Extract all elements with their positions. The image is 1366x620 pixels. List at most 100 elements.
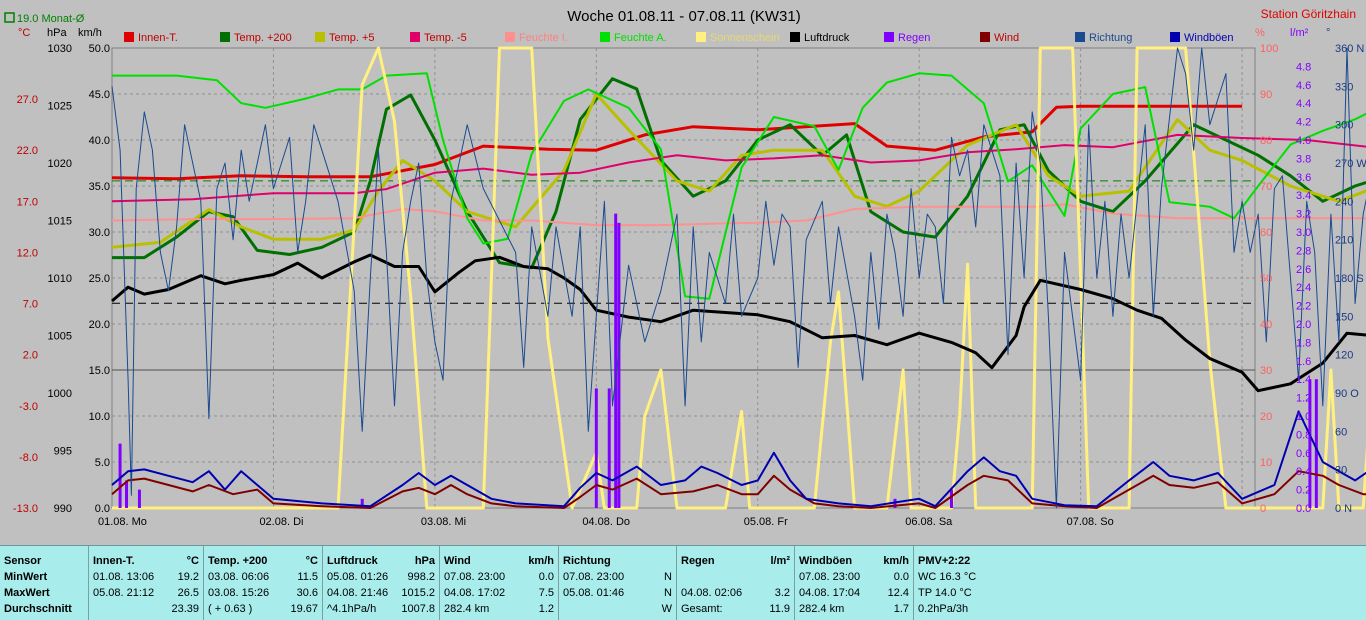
stats-pmv-title: PMV+2:22: [918, 555, 971, 567]
tick-percent: 90: [1260, 89, 1272, 101]
stats-temp-min-date: 03.08. 06:06: [208, 571, 270, 583]
tick-degree: 60: [1335, 426, 1347, 438]
tick-kmh: 45.0: [89, 89, 110, 101]
tick-kmh: 40.0: [89, 135, 110, 147]
tick-rain: 0.0: [1296, 503, 1311, 515]
legend-label: Windböen: [1184, 32, 1234, 44]
series-line-innen-t-: [111, 104, 1243, 181]
stats-wind-max-date: 04.08. 17:02: [444, 587, 506, 599]
stats-regen-max-date: 04.08. 02:06: [681, 587, 743, 599]
tick-celsius: -3.0: [19, 401, 38, 413]
tick-rain: 2.6: [1296, 264, 1311, 276]
rain-bar: [594, 388, 598, 508]
tick-rain: 3.0: [1296, 227, 1311, 239]
tick-kmh: 15.0: [89, 365, 110, 377]
series-line-luftdruck: [111, 253, 1366, 393]
tick-rain: 1.6: [1296, 356, 1311, 368]
unit-label-rain: l/m²: [1290, 27, 1309, 39]
tick-rain: 0.6: [1296, 448, 1311, 460]
rain-bar: [118, 443, 122, 508]
tick-rain: 2.4: [1296, 282, 1311, 294]
legend-swatch: [1170, 32, 1180, 42]
tick-rain: 2.8: [1296, 245, 1311, 257]
tick-percent: 50: [1260, 273, 1272, 285]
tick-x-day: 06.08. Sa: [905, 516, 953, 528]
stats-boeen-min: 0.0: [893, 571, 909, 583]
tick-kmh: 30.0: [89, 227, 110, 239]
stats-col-pmv: PMV+2:22 WC 16.3 °C TP 14.0 °C 0.2hPa/3h: [914, 546, 1014, 620]
tick-x-day: 04.08. Do: [582, 516, 630, 528]
stats-wind-min: 0.0: [538, 571, 554, 583]
tick-kmh: 0.0: [95, 503, 110, 515]
tick-x-day: 03.08. Mi: [421, 516, 466, 528]
tick-percent: 40: [1260, 319, 1272, 331]
tick-rain: 1.4: [1296, 374, 1311, 386]
stats-innen-avg: 23.39: [171, 603, 199, 615]
tick-rain: 0.2: [1296, 485, 1311, 497]
tick-celsius: 7.0: [23, 299, 38, 311]
tick-degree: 0 N: [1335, 503, 1352, 515]
legend-label: Feuchte I.: [519, 32, 568, 44]
tick-degree: 180 S: [1335, 273, 1364, 285]
stats-temp-min: 11.5: [297, 571, 318, 583]
legend-swatch: [1075, 32, 1085, 42]
stats-label-max: MaxWert: [4, 587, 50, 599]
unit-label-percent: %: [1255, 27, 1265, 39]
tick-celsius: 12.0: [17, 247, 38, 259]
stats-innen-min-date: 01.08. 13:06: [93, 571, 155, 583]
stats-boeen-unit: km/h: [883, 555, 909, 567]
rain-bar: [125, 480, 129, 508]
legend-label: Temp. +5: [329, 32, 375, 44]
tick-degree: 360 N: [1335, 43, 1364, 55]
tick-rain: 4.6: [1296, 80, 1311, 92]
stats-luft-min: 998.2: [407, 571, 435, 583]
tick-x-day: 01.08. Mo: [98, 516, 147, 528]
tick-degree: 240: [1335, 196, 1353, 208]
tick-degree: 210: [1335, 235, 1353, 247]
stats-richtung-min-date: 07.08. 23:00: [563, 571, 625, 583]
legend-label: Feuchte A.: [614, 32, 667, 44]
legend-label: Temp. +200: [234, 32, 292, 44]
month-avg-marker: [4, 12, 15, 23]
stats-innen-max: 26.5: [177, 587, 199, 599]
tick-celsius: 22.0: [17, 145, 38, 157]
chart-svg: -13.0 -8.0 -3.0 2.0 7.0 12.0 17.0 22.0 27.0 990 99…: [4, 7, 1366, 528]
legend-swatch: [220, 32, 230, 42]
tick-percent: 70: [1260, 181, 1272, 193]
weather-chart: -13.0 -8.0 -3.0 2.0 7.0 12.0 17.0 22.0 27.0 990 99…: [4, 7, 1366, 528]
tick-degree: 300: [1335, 120, 1353, 132]
tick-celsius: 2.0: [23, 350, 38, 362]
rain-bar: [607, 388, 611, 508]
legend-label: Sonnenschein: [710, 32, 780, 44]
stats-col-boeen: Windböen km/h 07.08. 23:00 0.0 04.08. 17:0…: [795, 546, 914, 620]
tick-hpa: 995: [54, 446, 72, 458]
legend-swatch: [884, 32, 894, 42]
stats-label-min: MinWert: [4, 571, 48, 583]
tick-degree: 30: [1335, 465, 1347, 477]
legend-label: Luftdruck: [804, 32, 850, 44]
series-line-temp-5: [111, 133, 1366, 203]
tick-degree: 270 W: [1335, 158, 1366, 170]
chart-title: Woche 01.08.11 - 07.08.11 (KW31): [567, 8, 800, 25]
tick-rain: 1.0: [1296, 411, 1311, 423]
tick-kmh: 35.0: [89, 181, 110, 193]
stats-col-richtung: Richtung 07.08. 23:00 N 05.08. 01:46 N W: [559, 546, 677, 620]
legend-swatch: [124, 32, 134, 42]
tick-percent: 80: [1260, 135, 1272, 147]
tick-x-day: 07.08. So: [1067, 516, 1114, 528]
stats-label-sensor: Sensor: [4, 555, 42, 567]
stats-luft-max-date: 04.08. 21:46: [327, 587, 389, 599]
tick-percent: 30: [1260, 365, 1272, 377]
stats-wind-max: 7.5: [538, 587, 554, 599]
stats-boeen-max: 12.4: [887, 587, 909, 599]
tick-rain: 3.4: [1296, 190, 1311, 202]
tick-hpa: 1015: [48, 216, 72, 228]
legend-label: Regen: [898, 32, 930, 44]
tick-hpa: 1000: [48, 388, 72, 400]
month-avg-label: 19.0 Monat-Ø: [17, 13, 85, 25]
stats-col-wind: Wind km/h 07.08. 23:00 0.0 04.08. 17:02 7.5…: [440, 546, 559, 620]
rain-bar: [360, 498, 364, 508]
rain-bar: [617, 222, 621, 509]
stats-col-luft: Luftdruck hPa 05.08. 01:26 998.2 04.08. 21…: [323, 546, 440, 620]
stats-col-labels: Sensor MinWert MaxWert Durchschnitt: [0, 546, 89, 620]
